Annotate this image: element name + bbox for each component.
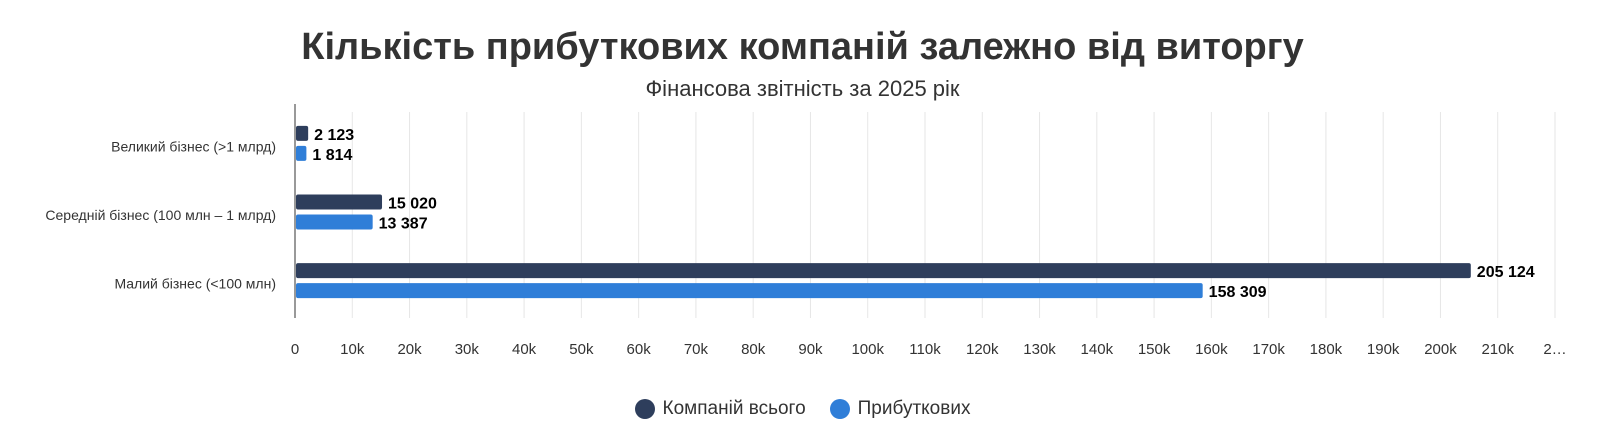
x-tick-label: 60k bbox=[627, 341, 652, 358]
x-tick-label: 10k bbox=[340, 341, 365, 358]
x-tick-label: 140k bbox=[1081, 341, 1114, 358]
x-tick-label: 0 bbox=[291, 341, 299, 358]
category-label: Малий бізнес (<100 млн) bbox=[114, 276, 276, 292]
category-labels: Великий бізнес (>1 млрд) Середній бізнес … bbox=[45, 138, 276, 291]
x-tick-label: 120k bbox=[966, 341, 999, 358]
x-tick-label: 200k bbox=[1424, 341, 1457, 358]
data-label: 15 020 bbox=[388, 196, 437, 213]
legend-item-profitable[interactable]: Прибуткових bbox=[829, 398, 971, 420]
x-tick-labels: 0 10k 20k 30k 40k 50k 60k 70k 80k 90k 100k 110k 120k… bbox=[291, 341, 1567, 358]
legend-item-total[interactable]: Компаній всього bbox=[634, 398, 806, 420]
x-tick-label: 50k bbox=[569, 341, 594, 358]
legend-label-total: Компаній всього bbox=[662, 398, 806, 419]
legend-marker-total bbox=[634, 399, 655, 419]
x-tick-label: 40k bbox=[512, 341, 537, 358]
x-tick-label: 130k bbox=[1023, 341, 1056, 358]
x-tick-label: 100k bbox=[851, 341, 884, 358]
bars bbox=[296, 125, 1471, 299]
bar[interactable] bbox=[296, 263, 1471, 279]
x-tick-label: 180k bbox=[1310, 341, 1343, 358]
bar[interactable] bbox=[296, 145, 307, 161]
data-labels: 2 123 1 814 15 020 13 387 205 124 158 309 bbox=[312, 127, 1534, 301]
bar[interactable] bbox=[296, 283, 1203, 299]
bar[interactable] bbox=[296, 194, 383, 210]
x-tick-label: 110k bbox=[909, 341, 941, 358]
data-label: 158 309 bbox=[1209, 284, 1267, 301]
data-label: 2 123 bbox=[314, 127, 354, 144]
data-label: 1 814 bbox=[312, 147, 352, 164]
x-tick-label: 80k bbox=[741, 341, 766, 358]
x-tick-label: 190k bbox=[1367, 341, 1400, 358]
chart-title: Кількість прибуткових компаній залежно в… bbox=[301, 26, 1304, 68]
x-tick-label: 160k bbox=[1195, 341, 1228, 358]
data-label: 13 387 bbox=[379, 216, 428, 233]
x-tick-label: 210k bbox=[1481, 341, 1514, 358]
x-tick-label: 170k bbox=[1252, 341, 1285, 358]
bar[interactable] bbox=[296, 125, 309, 141]
data-label: 205 124 bbox=[1477, 264, 1535, 281]
chart-subtitle: Фінансова звітність за 2025 рік bbox=[645, 76, 960, 101]
bar[interactable] bbox=[296, 214, 373, 230]
x-tick-label: 20k bbox=[397, 341, 422, 358]
x-tick-label: 70k bbox=[684, 341, 709, 358]
x-tick-label: 2… bbox=[1543, 341, 1566, 358]
x-tick-label: 90k bbox=[798, 341, 823, 358]
legend: Компаній всього Прибуткових bbox=[0, 398, 1605, 420]
category-label: Великий бізнес (>1 млрд) bbox=[111, 138, 276, 154]
legend-label-profitable: Прибуткових bbox=[857, 398, 971, 419]
category-label: Середній бізнес (100 млн – 1 млрд) bbox=[45, 207, 276, 223]
legend-marker-profitable bbox=[829, 399, 850, 419]
x-tick-label: 150k bbox=[1138, 341, 1171, 358]
x-tick-label: 30k bbox=[455, 341, 480, 358]
